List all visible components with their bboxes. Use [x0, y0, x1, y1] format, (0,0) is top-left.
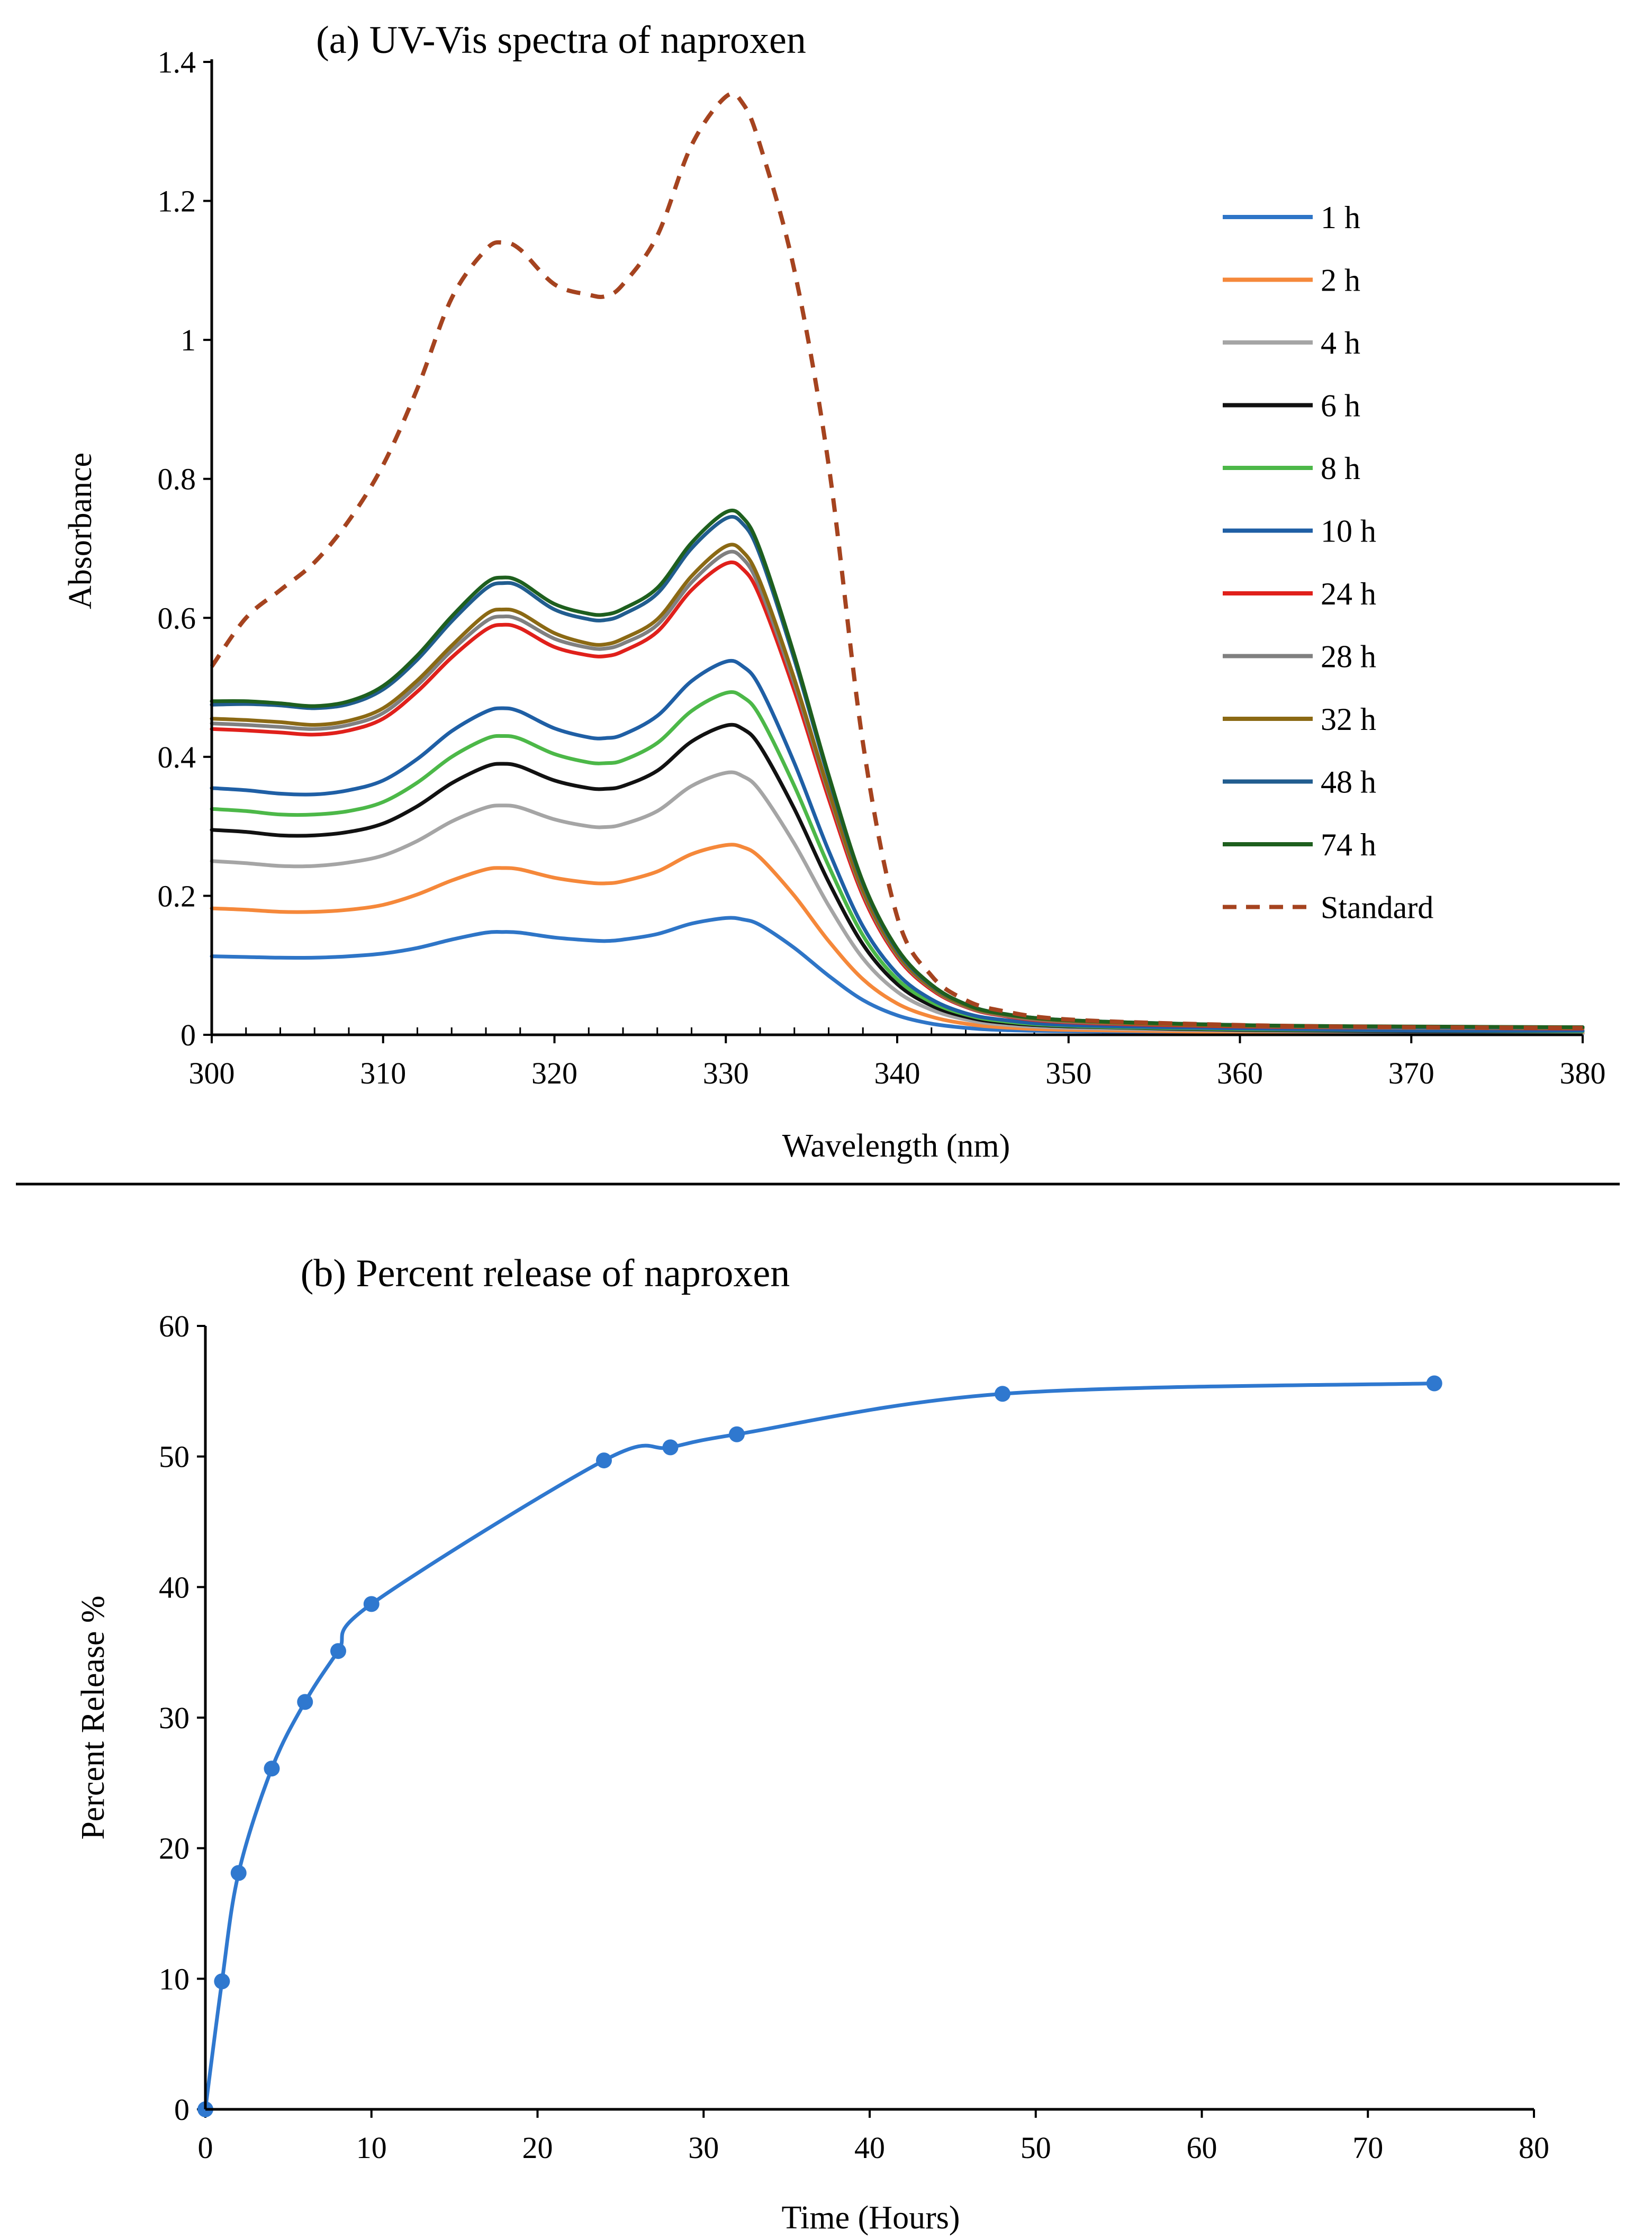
chart-b-x-tick-label: 40: [854, 2130, 885, 2165]
chart-b-x-tick-label: 50: [1021, 2130, 1051, 2165]
chart-b-y-tick-label: 10: [159, 1962, 189, 1996]
chart-a-y-tick-label: 1: [180, 323, 196, 357]
legend-label-24-h: 24 h: [1321, 576, 1376, 611]
chart-b-ticks: 0 10 20 30 40 50 60 0 10 20 30 40 50 60 70 80: [159, 1309, 1549, 2165]
chart-a-x-tick-label: 380: [1560, 1056, 1606, 1090]
data-point-24h: [596, 1452, 612, 1469]
panel-a-uv-vis-chart: (a) UV-Vis spectra of naproxen 0 0.2 0.4 0.…: [62, 19, 1606, 1164]
chart-b-x-tick-label: 10: [356, 2130, 387, 2165]
chart-a-y-tick-label: 0: [180, 1018, 196, 1052]
legend-label-10-h: 10 h: [1321, 514, 1376, 549]
chart-a-series-lines: [210, 91, 1585, 1035]
chart-b-y-tick-label: 50: [159, 1440, 189, 1474]
data-point-1h: [214, 1973, 230, 1990]
chart-b-x-axis-label: Time (Hours): [781, 2200, 960, 2236]
series-line-10-h: [210, 658, 1585, 1033]
chart-a-y-tick-label: 0.6: [158, 601, 196, 635]
data-point-48h: [995, 1386, 1010, 1402]
chart-b-y-axis-label: Percent Release %: [75, 1595, 111, 1839]
chart-b-x-tick-label: 20: [522, 2130, 553, 2165]
data-point-6h: [297, 1694, 313, 1710]
chart-a-y-tick-label: 0.4: [158, 740, 196, 774]
data-point-8h: [330, 1643, 346, 1659]
data-point-74h: [1426, 1375, 1442, 1392]
panel-b-release-chart: (b) Percent release of naproxen 0 10 20 30 4…: [75, 1252, 1549, 2236]
chart-a-x-tick-label: 300: [189, 1056, 235, 1090]
legend-label-48-h: 48 h: [1321, 765, 1376, 800]
chart-b-y-tick-label: 20: [159, 1831, 189, 1866]
series-line-2-h: [210, 843, 1585, 1035]
legend-label-32-h: 32 h: [1321, 702, 1376, 737]
chart-b-y-tick-label: 0: [174, 2092, 189, 2127]
chart-a-y-tick-label: 1.2: [158, 184, 196, 219]
chart-a-title: (a) UV-Vis spectra of naproxen: [316, 19, 806, 62]
chart-a-x-axis-label: Wavelength (nm): [782, 1128, 1010, 1164]
legend-label-1-h: 1 h: [1321, 200, 1360, 235]
data-point-2h: [230, 1865, 247, 1881]
legend-label-28-h: 28 h: [1321, 639, 1376, 674]
legend-label-2-h: 2 h: [1321, 263, 1360, 298]
chart-a-ticks: 0 0.2 0.4 0.6 0.8 1 1.2 1.4 300 310 320 330 340 350 36…: [158, 45, 1606, 1090]
chart-a-x-tick-label: 330: [703, 1056, 749, 1090]
data-point-32h: [729, 1426, 745, 1442]
chart-b-y-tick-label: 40: [159, 1570, 189, 1604]
chart-b-y-tick-label: 60: [159, 1309, 189, 1343]
chart-b-x-tick-label: 0: [198, 2130, 213, 2165]
chart-a-y-axis-label: Absorbance: [62, 453, 98, 609]
chart-a-x-tick-label: 360: [1217, 1056, 1263, 1090]
data-point-28h: [662, 1439, 679, 1456]
chart-a-x-tick-label: 370: [1388, 1056, 1434, 1090]
chart-b-y-tick-label: 30: [159, 1701, 189, 1735]
chart-a-y-tick-label: 0.8: [158, 462, 196, 496]
chart-a-x-tick-label: 320: [531, 1056, 577, 1090]
chart-a-y-tick-label: 1.4: [158, 45, 196, 79]
chart-b-title: (b) Percent release of naproxen: [301, 1252, 790, 1295]
data-point-4h: [264, 1760, 280, 1777]
chart-a-x-tick-label: 340: [874, 1056, 920, 1090]
legend-label-standard: Standard: [1321, 890, 1433, 925]
chart-a-x-tick-label: 310: [360, 1056, 406, 1090]
legend-label-74-h: 74 h: [1321, 827, 1376, 862]
chart-b-x-tick-label: 70: [1352, 2130, 1383, 2165]
legend-label-6-h: 6 h: [1321, 389, 1360, 423]
data-point-10h: [363, 1596, 380, 1612]
legend-label-8-h: 8 h: [1321, 451, 1360, 486]
chart-b-x-tick-label: 60: [1187, 2130, 1217, 2165]
legend-label-4-h: 4 h: [1321, 326, 1360, 360]
chart-a-legend: 1 h 2 h 4 h 6 h 8 h 10 h 24 h 28 h 32 h 48 h 74 h S…: [1223, 200, 1433, 925]
chart-b-x-tick-label: 80: [1519, 2130, 1549, 2165]
chart-a-y-tick-label: 0.2: [158, 879, 196, 913]
chart-b-series: [197, 1375, 1442, 2117]
chart-a-x-tick-label: 350: [1045, 1056, 1091, 1090]
chart-b-x-tick-label: 30: [688, 2130, 719, 2165]
